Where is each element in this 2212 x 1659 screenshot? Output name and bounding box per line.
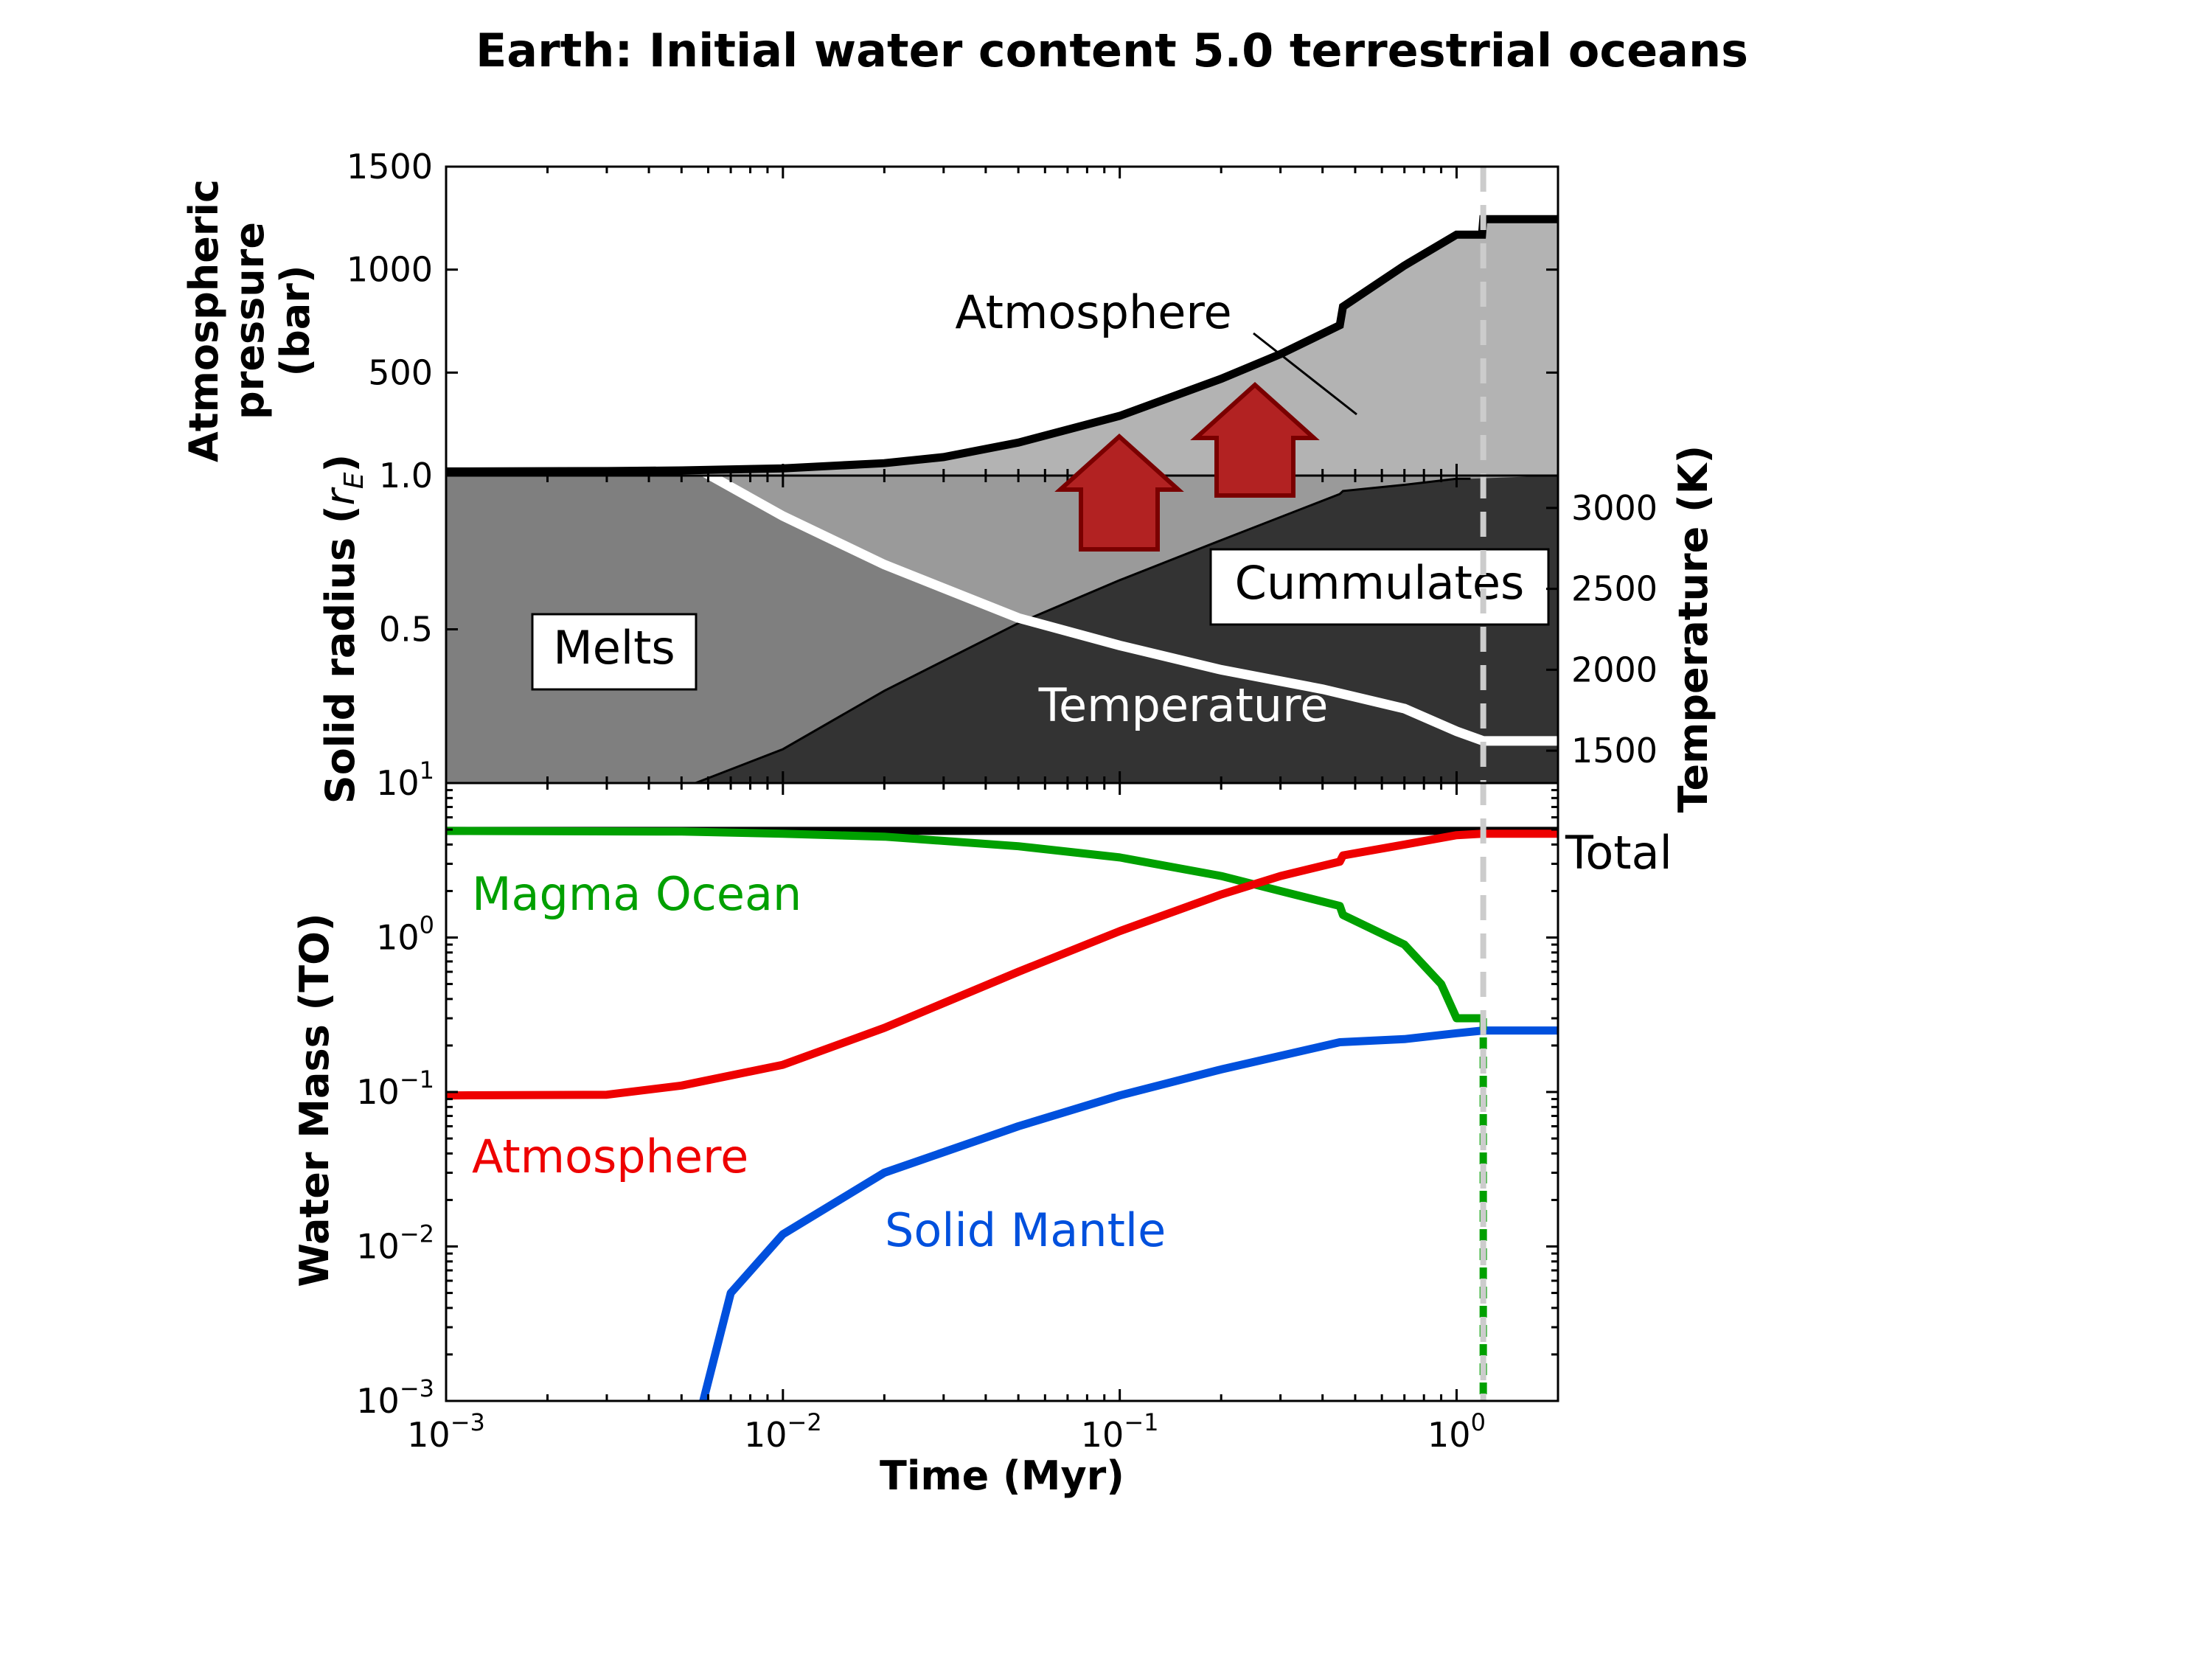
y-tick-label: 500	[368, 352, 433, 392]
y-tick-label: 1500	[347, 147, 433, 187]
atmosphere-annotation-pointer	[1253, 332, 1357, 416]
series-label-total: Total	[1565, 826, 1672, 880]
x-tick-label: 10−3	[407, 1408, 485, 1455]
y-tick-label: 0.5	[379, 610, 433, 650]
y-tick-label: 1.0	[379, 456, 433, 495]
axis-labels: Atmospheric pressure (bar) Solid radius (rE…	[181, 179, 1717, 1499]
panel-frame	[445, 782, 1559, 1402]
cummulates-label: Cummulates	[1235, 556, 1525, 610]
water-panel: Magma Ocean Atmosphere Solid Mantle Total 10…	[356, 757, 1672, 1455]
time-axis-label: Time (Myr)	[880, 1453, 1124, 1499]
series-solid-mantle	[699, 1026, 1558, 1401]
pressure-axis-label: Atmospheric	[181, 179, 227, 462]
y-tick-label: 10−2	[356, 1220, 434, 1267]
x-tick-label: 10−2	[744, 1408, 822, 1455]
series-label-magma-ocean: Magma Ocean	[472, 867, 801, 921]
series-label-solid-mantle: Solid Mantle	[885, 1203, 1166, 1257]
pressure-panel: Atmosphere 1500 1000 500	[347, 147, 1559, 476]
pressure-axis-label: (bar)	[272, 265, 319, 376]
y-tick-label: 101	[376, 757, 434, 803]
y-tick-label: 10−1	[356, 1065, 434, 1112]
solid-radius-line	[695, 477, 1471, 783]
melts-label-box	[531, 613, 698, 691]
y-tick-label: 10−3	[356, 1374, 434, 1421]
series-label-atmosphere: Atmosphere	[472, 1130, 748, 1183]
atmosphere-annotation: Atmosphere	[955, 285, 1231, 339]
upward-arrow-2	[1190, 381, 1320, 498]
atmosphere-pressure-area	[446, 219, 1558, 476]
temperature-axis-label: Temperature (K)	[1670, 445, 1717, 813]
x-tick-label: 100	[1427, 1408, 1486, 1455]
y2-tick-label: 3000	[1571, 488, 1658, 528]
cummulates-label-box	[1209, 548, 1550, 626]
water-mass-axis-label: Water Mass (TO)	[291, 913, 338, 1287]
radius-panel: Melts Cummulates Temperature 1.0 0.5 3000 2500…	[379, 456, 1658, 783]
y2-tick-label: 1500	[1571, 731, 1658, 771]
temperature-label: Temperature	[1038, 678, 1329, 732]
series-atmosphere	[446, 830, 1558, 1100]
upward-arrow-1	[1054, 433, 1184, 552]
x-tick-label: 10−1	[1081, 1408, 1159, 1455]
y2-tick-label: 2500	[1571, 569, 1658, 609]
radius-axis-label: Solid radius (rE)	[317, 454, 369, 804]
melts-label: Melts	[553, 621, 675, 675]
chart-title: Earth: Initial water content 5.0 terrest…	[476, 24, 1748, 77]
pressure-axis-label: pressure	[226, 222, 273, 420]
y-tick-label: 100	[376, 911, 434, 958]
y-tick-label: 1000	[347, 250, 433, 290]
atmosphere-pressure-line	[446, 215, 1558, 476]
y2-tick-label: 2000	[1571, 650, 1658, 689]
temperature-line	[700, 476, 1558, 746]
